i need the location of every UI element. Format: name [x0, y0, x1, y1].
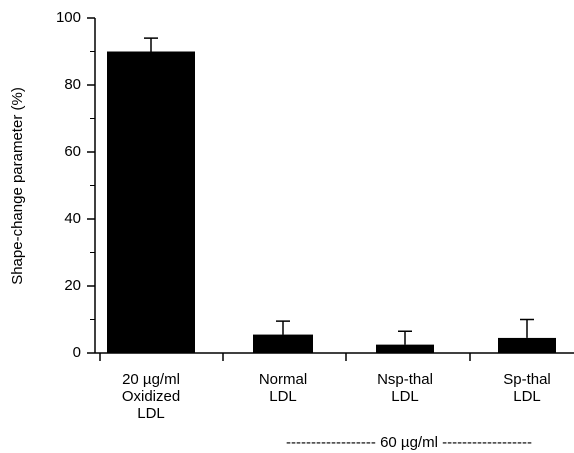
bar — [376, 344, 434, 353]
error-bar — [398, 330, 412, 345]
error-bar — [520, 318, 534, 338]
bar — [107, 51, 195, 353]
x-tick-label: Sp-thal — [503, 371, 551, 388]
x-tick-label: Normal — [259, 371, 307, 388]
x-tick-label: LDL — [137, 405, 165, 422]
x-tick-label: 20 µg/ml — [122, 371, 180, 388]
error-bar — [144, 37, 158, 52]
y-tick-label: 100 — [56, 9, 81, 26]
y-tick-label: 20 — [64, 277, 81, 294]
y-tick-label: 80 — [64, 76, 81, 93]
x-tick-label: Oxidized — [122, 388, 180, 405]
y-tick-label: 0 — [73, 344, 81, 361]
x-tick-label: Nsp-thal — [377, 371, 433, 388]
x-tick-label: LDL — [269, 388, 297, 405]
x-tick-label: LDL — [391, 388, 419, 405]
bar — [498, 337, 556, 353]
annotation: ------------------ 60 µg/ml ------------… — [286, 434, 532, 451]
error-bar — [276, 320, 290, 335]
bar — [253, 334, 313, 353]
y-axis-label: Shape-change parameter (%) — [9, 87, 26, 285]
x-tick-label: LDL — [513, 388, 541, 405]
y-tick-label: 60 — [64, 143, 81, 160]
y-tick-label: 40 — [64, 210, 81, 227]
